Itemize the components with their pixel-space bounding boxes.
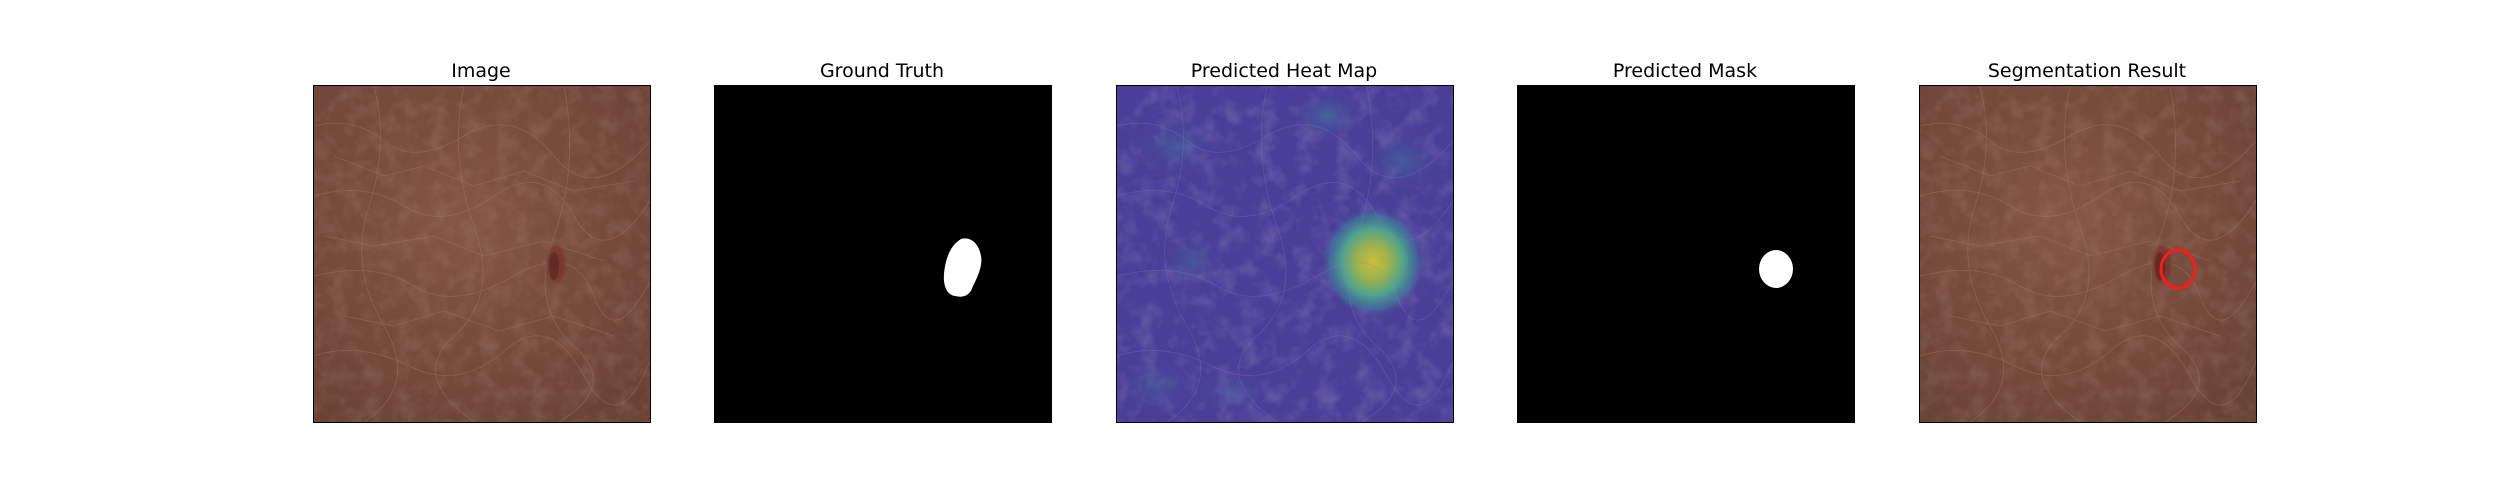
segmentation-contour xyxy=(2159,248,2197,290)
panel-title-predicted-mask: Predicted Mask xyxy=(1612,60,1758,82)
segmentation-result xyxy=(1919,85,2257,423)
panel-title-ground-truth: Ground Truth xyxy=(819,60,945,82)
panel-title-predicted-heat-map: Predicted Heat Map xyxy=(1190,60,1378,82)
predicted-mask xyxy=(1517,85,1855,423)
predicted-region xyxy=(1759,250,1793,288)
ground-truth-mask xyxy=(714,85,1052,423)
panel-title-segmentation-result: Segmentation Result xyxy=(1987,60,2187,82)
panel-title-image: Image xyxy=(451,60,511,82)
ground-truth-region xyxy=(943,238,982,297)
predicted-heat-map xyxy=(1116,85,1454,423)
leather-image xyxy=(313,85,651,423)
